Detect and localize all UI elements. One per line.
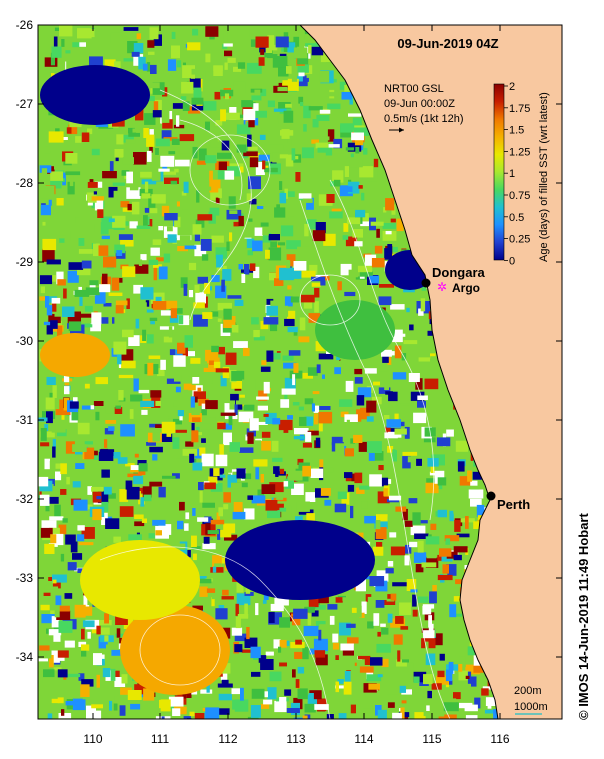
lon-label: 115 [422,732,441,746]
copyright-notice: © IMOS 14-Jun-2019 11:49 Hobart [576,513,591,720]
colorbar-tick-label: 1.5 [509,125,524,137]
lon-label: 111 [151,732,170,746]
colorbar-tick-label: 0.25 [509,234,530,246]
latitude-axis: -26 -27 -28 -29 -30 -31 -32 -33 -34 [16,18,562,664]
colorbar-tick-label: 0.75 [509,190,530,202]
lat-label: -30 [16,334,34,348]
place-dongara: Dongara [421,265,486,288]
colorbar-ticks: 2 1.75 1.5 1.25 1 0.75 0.5 0.25 0 [504,81,530,267]
colorbar-tick-label: 1.75 [509,103,530,115]
lat-label: -33 [16,571,34,585]
plot-frame [37,24,563,720]
vector-scale-arrow [389,127,404,133]
argo-star-icon: ✲ [437,280,447,294]
colorbar-tick-label: 0.5 [509,212,524,224]
lat-label: -32 [16,492,34,506]
lat-label: -27 [16,97,34,111]
vector-scale-label: 0.5m/s (1kt 12h) [384,113,463,125]
lat-label: -34 [16,650,34,664]
place-argo: ✲ Argo [437,280,480,295]
lon-label: 113 [286,732,305,746]
lat-label: -29 [16,255,34,269]
coastline [299,24,499,720]
bathy-legend-200m: 200m [514,685,542,697]
lon-label: 110 [83,732,102,746]
longitude-axis: 110 111 112 113 114 115 116 [83,25,510,746]
perth-marker [486,491,496,501]
product-time: 09-Jun 00:00Z [384,98,455,110]
dongara-marker [421,278,431,288]
perth-label: Perth [497,497,530,512]
bathymetry-contours [99,89,451,719]
dongara-label: Dongara [432,265,486,280]
colorbar [493,83,505,261]
lat-label: -31 [16,413,34,427]
map-title: 09-Jun-2019 04Z [397,36,498,51]
product-name: NRT00 GSL [384,83,444,95]
lat-label: -26 [16,18,34,32]
colorbar-tick-label: 2 [509,81,515,93]
lon-label: 114 [354,732,373,746]
colorbar-label: Age (days) of filled SST (wrt latest) [538,92,550,262]
place-perth: Perth [486,491,530,512]
colorbar-tick-label: 1.25 [509,146,530,158]
bathy-legend-1000m: 1000m [514,701,548,713]
lat-label: -28 [16,176,34,190]
colorbar-tick-label: 0 [509,255,515,267]
colorbar-tick-label: 1 [509,168,515,180]
argo-label: Argo [452,281,480,295]
lon-label: 116 [490,732,509,746]
lon-label: 112 [218,732,237,746]
